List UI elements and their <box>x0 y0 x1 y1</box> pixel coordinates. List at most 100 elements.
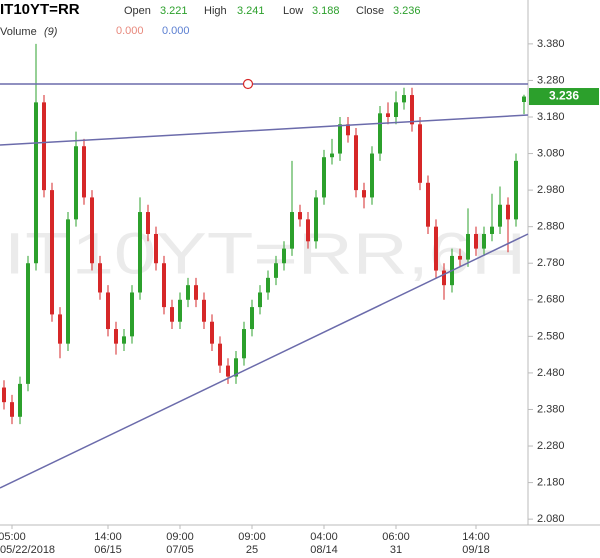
candle-body <box>242 329 246 359</box>
x-tick-time: 09:00 <box>238 531 266 543</box>
x-tick-time: 06:00 <box>382 531 410 543</box>
x-tick-date: 05/22/2018 <box>0 544 55 556</box>
y-tick-label: 2.680 <box>537 294 565 306</box>
candle-body <box>306 219 310 242</box>
candle-body <box>202 299 206 322</box>
volume-value: 0.000 <box>162 25 190 37</box>
y-tick-label: 3.180 <box>537 111 565 123</box>
candle-body <box>370 153 374 198</box>
y-tick-label: 2.180 <box>537 476 565 488</box>
candle-body <box>522 96 526 103</box>
volume-period: (9) <box>44 26 58 38</box>
x-tick-time: 05:00 <box>0 531 26 543</box>
candle-body <box>314 197 318 242</box>
low-value: 3.188 <box>312 5 340 17</box>
candle-body <box>474 233 478 249</box>
y-tick-label: 2.380 <box>537 403 565 415</box>
x-tick-date: 31 <box>390 544 402 556</box>
x-tick-time: 14:00 <box>94 531 122 543</box>
candle-body <box>442 270 446 286</box>
candle-body <box>146 212 150 234</box>
open-label: Open <box>124 5 151 17</box>
y-tick-label: 3.080 <box>537 147 565 159</box>
candle-body <box>258 292 262 308</box>
candle-body <box>282 248 286 264</box>
candle-body <box>338 124 342 154</box>
y-tick-label: 2.980 <box>537 184 565 196</box>
candle-body <box>82 146 86 198</box>
candle-body <box>42 102 46 191</box>
candle-body <box>114 329 118 344</box>
candle-body <box>466 233 470 260</box>
candle-body <box>50 190 54 315</box>
y-tick-label: 2.780 <box>537 257 565 269</box>
candle-body <box>98 263 102 293</box>
candle-body <box>506 204 510 220</box>
y-tick-label: 2.480 <box>537 367 565 379</box>
candle-body <box>10 402 14 417</box>
x-tick-date: 06/15 <box>94 544 122 556</box>
low-label: Low <box>283 5 303 17</box>
candle-body <box>234 358 238 377</box>
lower-trendline <box>0 233 529 489</box>
candle-body <box>434 226 438 271</box>
close-value: 3.236 <box>393 5 421 17</box>
candle-body <box>498 204 502 227</box>
open-value: 3.221 <box>160 5 188 17</box>
candle-body <box>186 285 190 300</box>
candle-body <box>378 113 382 154</box>
volume-label: Volume <box>0 26 37 38</box>
candle-body <box>2 387 6 403</box>
candle-body <box>490 226 494 234</box>
y-tick-label: 3.380 <box>537 38 565 50</box>
candle-body <box>18 383 22 417</box>
candle-body <box>138 212 142 293</box>
candle-body <box>482 233 486 249</box>
x-tick-time: 14:00 <box>462 531 490 543</box>
candle-body <box>298 212 302 220</box>
candle-body <box>354 135 358 191</box>
candle-body <box>250 307 254 330</box>
candle-body <box>210 321 214 344</box>
candle-body <box>162 263 166 308</box>
last-price-box <box>529 88 599 106</box>
candle-body <box>154 233 158 264</box>
candle-body <box>266 277 270 293</box>
last-price: 3.236 <box>549 89 579 103</box>
candle-body <box>74 146 78 220</box>
volume-value: 0.000 <box>116 25 144 37</box>
line-handle[interactable] <box>242 78 254 90</box>
candle-body <box>170 307 174 322</box>
marks <box>2 43 526 425</box>
x-tick-time: 09:00 <box>166 531 194 543</box>
upper-trendline <box>0 114 529 146</box>
y-tick-label: 2.080 <box>537 513 565 525</box>
candle-body <box>362 190 366 198</box>
x-tick-time: 04:00 <box>310 531 338 543</box>
watermark: IT10YT=RR,6H <box>4 221 526 286</box>
candle-body <box>34 102 38 264</box>
candle-body <box>322 157 326 198</box>
candle-body <box>458 255 462 260</box>
candle-body <box>106 292 110 330</box>
candle-body <box>130 292 134 337</box>
candle-body <box>66 219 70 344</box>
candle-body <box>330 153 334 158</box>
candle-body <box>386 113 390 117</box>
x-tick-date: 25 <box>246 544 258 556</box>
candle-body <box>90 197 94 264</box>
candle-body <box>418 124 422 183</box>
candle-body <box>402 95 406 103</box>
candle-body <box>226 365 230 377</box>
high-value: 3.241 <box>237 5 265 17</box>
candle-body <box>290 212 294 249</box>
x-tick-date: 08/14 <box>310 544 338 556</box>
candle-body <box>514 160 518 220</box>
y-tick-label: 2.280 <box>537 440 565 452</box>
candle-body <box>274 263 278 278</box>
high-label: High <box>204 5 227 17</box>
x-tick-date: 07/05 <box>166 544 194 556</box>
candle-body <box>346 124 350 136</box>
